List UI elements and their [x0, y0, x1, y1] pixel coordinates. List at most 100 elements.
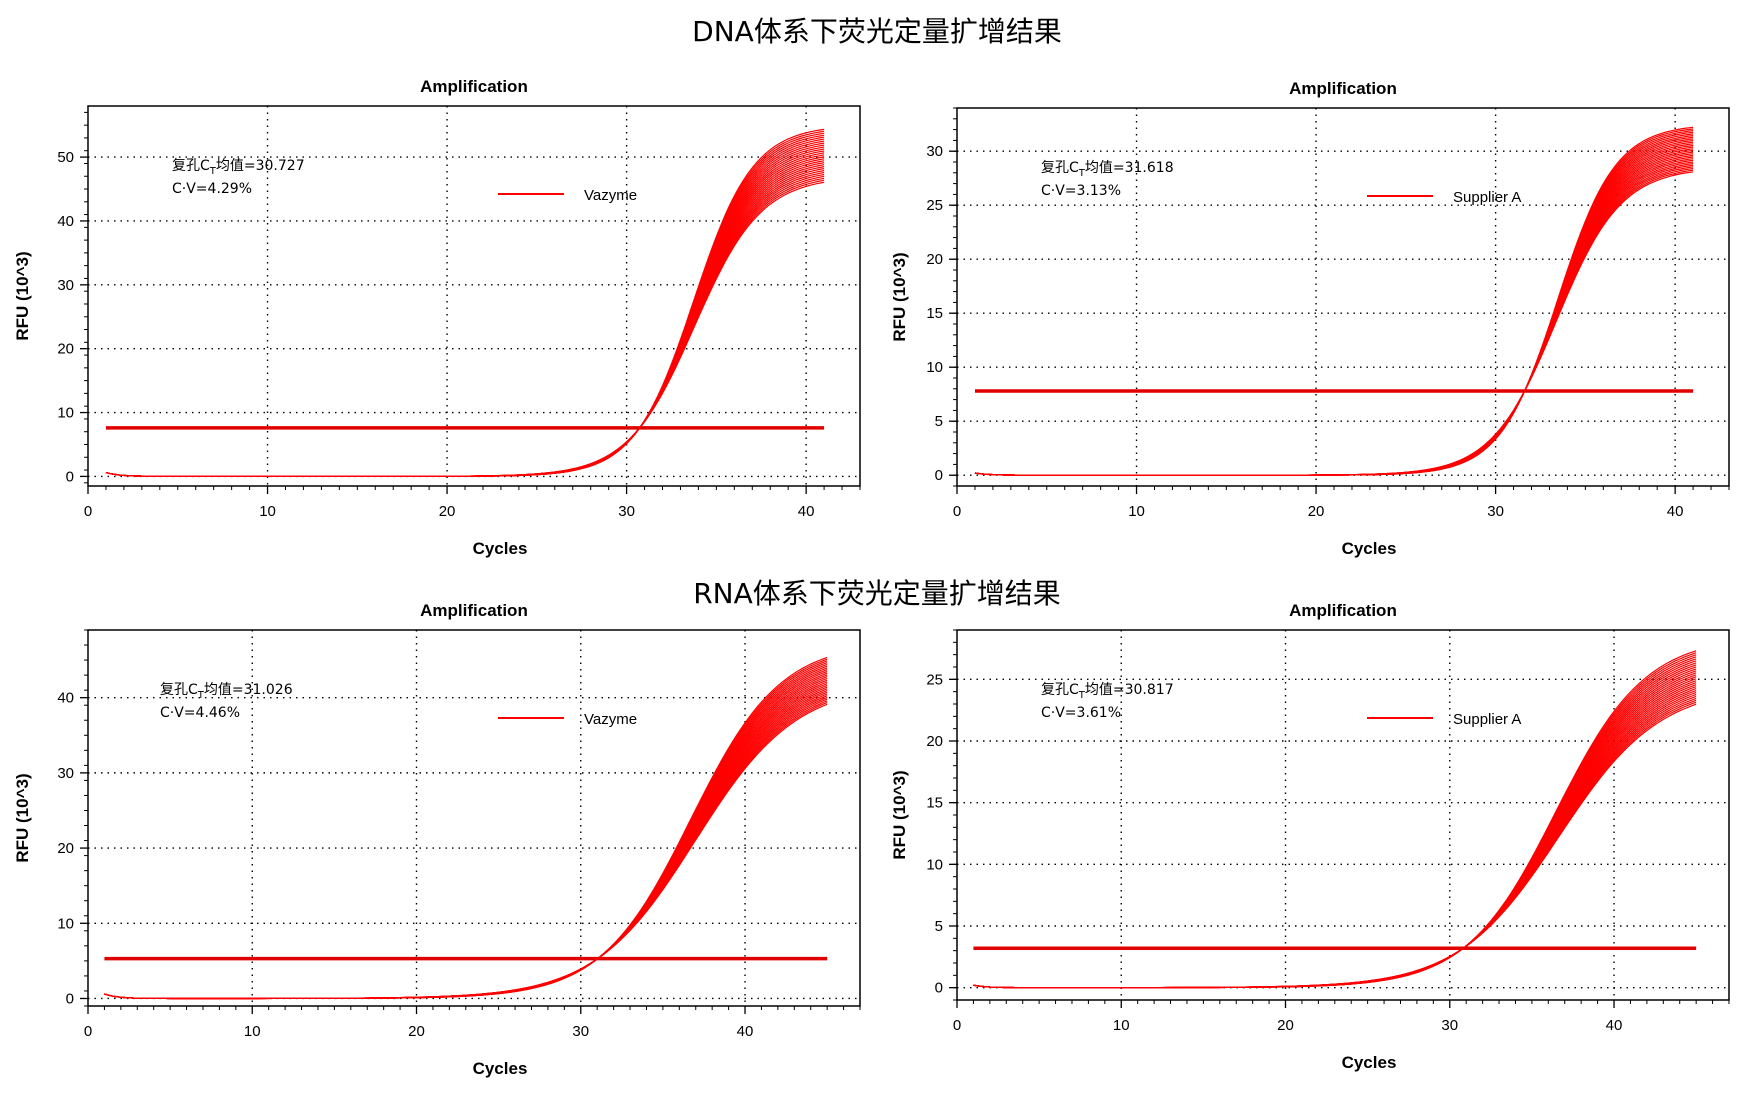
cv-annotation: C·V=3.61%	[1041, 705, 1121, 721]
y-tick-label: 30	[57, 765, 74, 782]
amplification-curve	[974, 153, 1694, 476]
rna-section-title: RNA体系下荧光定量扩增结果	[693, 577, 1061, 610]
x-tick-label: 10	[259, 503, 276, 520]
y-tick-label: 25	[926, 197, 943, 214]
x-tick-label: 0	[84, 503, 92, 520]
x-tick-label: 40	[798, 503, 815, 520]
chart-dna-supplier-a: Amplification 0 10 20 30 40 0 5 10 15 20 25 30 Cycles…	[890, 79, 1730, 558]
amplification-curves	[104, 656, 828, 1000]
amplification-curve	[973, 701, 1697, 989]
amplification-curve	[105, 164, 825, 477]
amplification-curve	[104, 686, 828, 1000]
amplification-curve	[105, 171, 825, 477]
amplification-curve	[104, 676, 828, 1000]
amplification-curve	[105, 179, 825, 477]
chart-title: Amplification	[1289, 79, 1397, 98]
y-tick-label: 0	[935, 980, 943, 997]
amplification-curve	[104, 693, 828, 1000]
chart-rna-vazyme: Amplification 0 10 20 30 40 0 10 20 30 40 Cycles RFU…	[13, 601, 861, 1078]
y-tick-label: 20	[926, 733, 943, 750]
y-tick-label: 25	[926, 671, 943, 688]
amplification-curve	[104, 684, 828, 1000]
x-tick-label: 10	[1128, 503, 1145, 520]
x-axis-label: Cycles	[1342, 539, 1397, 558]
amplification-curve	[104, 674, 828, 1000]
amplification-curve	[104, 700, 828, 1000]
x-axis-label: Cycles	[1342, 1053, 1397, 1072]
x-tick-label: 20	[1277, 1017, 1294, 1034]
amplification-curve	[974, 128, 1694, 476]
amplification-curve	[973, 682, 1697, 989]
amplification-curve	[104, 683, 828, 1000]
amplification-curve	[973, 676, 1697, 989]
amplification-curve	[973, 690, 1697, 989]
x-tick-label: 30	[1441, 1017, 1458, 1034]
amplification-curve	[105, 181, 825, 477]
y-tick-label: 0	[66, 468, 74, 485]
amplification-curve	[105, 166, 825, 477]
amplification-curve	[974, 167, 1694, 476]
amplification-curve	[973, 686, 1697, 989]
cv-annotation: C·V=4.46%	[160, 705, 240, 721]
amplification-curve	[973, 674, 1697, 989]
amplification-curve	[973, 695, 1697, 989]
y-tick-label: 30	[57, 277, 74, 294]
y-tick-label: 10	[57, 405, 74, 422]
x-tick-label: 20	[439, 503, 456, 520]
amplification-curve	[974, 161, 1694, 476]
x-tick-label: 40	[1606, 1017, 1623, 1034]
amplification-curves	[973, 650, 1697, 989]
ct-mean-annotation: 复孔CT均值=31.026	[160, 681, 293, 701]
x-axis-label: Cycles	[473, 539, 528, 558]
x-tick-label: 0	[953, 1017, 961, 1034]
y-tick-label: 40	[57, 690, 74, 707]
ct-mean-annotation: 复孔CT均值=31.618	[1041, 159, 1174, 179]
y-tick-label: 10	[926, 856, 943, 873]
amplification-curve	[104, 679, 828, 1000]
cv-annotation: C·V=3.13%	[1041, 183, 1121, 199]
amplification-curve	[973, 678, 1697, 989]
amplification-curve	[104, 688, 828, 1000]
y-axis-label: RFU (10^3)	[890, 252, 909, 341]
amplification-curve	[104, 703, 828, 1000]
legend-label: Supplier A	[1453, 711, 1521, 728]
amplification-curve	[105, 128, 825, 477]
y-tick-label: 50	[57, 149, 74, 166]
amplification-curve	[974, 154, 1694, 476]
amplification-curve	[105, 177, 825, 477]
amplification-curve	[974, 169, 1694, 476]
x-tick-label: 10	[1113, 1017, 1130, 1034]
y-tick-label: 5	[935, 918, 943, 935]
y-tick-label: 0	[66, 990, 74, 1007]
amplification-curve	[974, 163, 1694, 476]
y-tick-label: 0	[935, 467, 943, 484]
x-tick-label: 30	[572, 1023, 589, 1040]
y-tick-label: 20	[57, 341, 74, 358]
amplification-curve	[973, 650, 1697, 989]
x-tick-label: 40	[1667, 503, 1684, 520]
x-tick-label: 10	[244, 1023, 261, 1040]
ct-mean-annotation: 复孔CT均值=30.817	[1041, 681, 1174, 701]
chart-title: Amplification	[420, 601, 528, 620]
amplification-curve	[105, 168, 825, 477]
x-tick-label: 20	[1308, 503, 1325, 520]
y-tick-label: 10	[926, 359, 943, 376]
y-tick-label: 40	[57, 213, 74, 230]
y-tick-label: 20	[926, 251, 943, 268]
plot-frame	[87, 629, 861, 1007]
x-tick-label: 20	[408, 1023, 425, 1040]
amplification-curve	[104, 690, 828, 1000]
plot-frame	[87, 105, 861, 487]
y-tick-label: 15	[926, 795, 943, 812]
plot-frame	[956, 107, 1730, 487]
amplification-curve	[973, 691, 1697, 989]
amplification-curve	[105, 173, 825, 477]
amplification-curve	[974, 164, 1694, 476]
y-axis-label: RFU (10^3)	[890, 770, 909, 859]
amplification-curve	[974, 166, 1694, 476]
x-axis-label: Cycles	[473, 1059, 528, 1078]
x-tick-label: 30	[1487, 503, 1504, 520]
dna-section-title: DNA体系下荧光定量扩增结果	[692, 15, 1062, 48]
amplification-curve	[104, 681, 828, 1000]
amplification-curves	[105, 128, 825, 477]
